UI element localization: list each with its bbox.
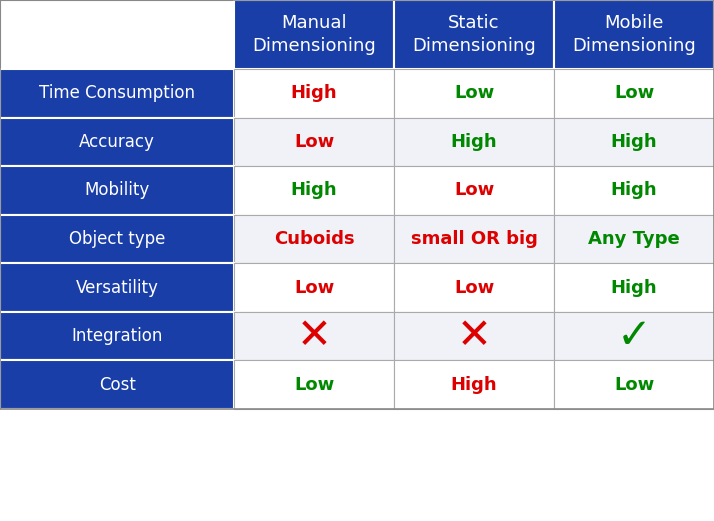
Text: Object type: Object type <box>69 230 165 248</box>
Text: Cuboids: Cuboids <box>274 230 354 248</box>
Text: Time Consumption: Time Consumption <box>39 84 195 102</box>
FancyBboxPatch shape <box>554 312 714 361</box>
FancyBboxPatch shape <box>0 118 234 166</box>
FancyBboxPatch shape <box>234 312 394 361</box>
Text: Low: Low <box>294 279 334 296</box>
Text: Low: Low <box>454 279 494 296</box>
Text: ✕: ✕ <box>297 315 331 357</box>
Text: ✕: ✕ <box>457 315 491 357</box>
FancyBboxPatch shape <box>234 215 394 263</box>
FancyBboxPatch shape <box>554 118 714 166</box>
FancyBboxPatch shape <box>394 215 554 263</box>
FancyBboxPatch shape <box>554 166 714 215</box>
Text: Integration: Integration <box>71 327 163 345</box>
Text: High: High <box>451 376 498 394</box>
Text: Cost: Cost <box>99 376 136 394</box>
FancyBboxPatch shape <box>554 0 714 69</box>
Text: Low: Low <box>614 376 654 394</box>
FancyBboxPatch shape <box>394 69 554 118</box>
Text: High: High <box>610 133 658 151</box>
FancyBboxPatch shape <box>234 118 394 166</box>
FancyBboxPatch shape <box>0 0 234 69</box>
FancyBboxPatch shape <box>0 361 234 409</box>
FancyBboxPatch shape <box>554 69 714 118</box>
FancyBboxPatch shape <box>394 312 554 361</box>
FancyBboxPatch shape <box>234 361 394 409</box>
Text: High: High <box>451 133 498 151</box>
FancyBboxPatch shape <box>0 166 234 215</box>
FancyBboxPatch shape <box>234 263 394 312</box>
Text: High: High <box>291 181 338 200</box>
Text: Manual
Dimensioning: Manual Dimensioning <box>252 14 376 55</box>
Text: Low: Low <box>454 84 494 102</box>
FancyBboxPatch shape <box>394 118 554 166</box>
Text: Static
Dimensioning: Static Dimensioning <box>412 14 536 55</box>
Text: Accuracy: Accuracy <box>79 133 155 151</box>
FancyBboxPatch shape <box>394 166 554 215</box>
Text: Any Type: Any Type <box>588 230 680 248</box>
FancyBboxPatch shape <box>0 69 234 118</box>
Text: Mobile
Dimensioning: Mobile Dimensioning <box>572 14 696 55</box>
FancyBboxPatch shape <box>234 0 394 69</box>
Text: High: High <box>291 84 338 102</box>
Text: Mobility: Mobility <box>84 181 150 200</box>
FancyBboxPatch shape <box>234 69 394 118</box>
Text: Low: Low <box>614 84 654 102</box>
Text: Versatility: Versatility <box>76 279 159 296</box>
FancyBboxPatch shape <box>234 166 394 215</box>
Text: Low: Low <box>294 133 334 151</box>
Text: ✓: ✓ <box>617 315 651 357</box>
FancyBboxPatch shape <box>394 263 554 312</box>
FancyBboxPatch shape <box>554 263 714 312</box>
FancyBboxPatch shape <box>394 0 554 69</box>
Text: small OR big: small OR big <box>411 230 538 248</box>
FancyBboxPatch shape <box>0 312 234 361</box>
FancyBboxPatch shape <box>554 215 714 263</box>
FancyBboxPatch shape <box>554 361 714 409</box>
Text: High: High <box>610 181 658 200</box>
FancyBboxPatch shape <box>0 215 234 263</box>
FancyBboxPatch shape <box>394 361 554 409</box>
FancyBboxPatch shape <box>0 263 234 312</box>
Text: High: High <box>610 279 658 296</box>
Text: Low: Low <box>294 376 334 394</box>
Text: Low: Low <box>454 181 494 200</box>
